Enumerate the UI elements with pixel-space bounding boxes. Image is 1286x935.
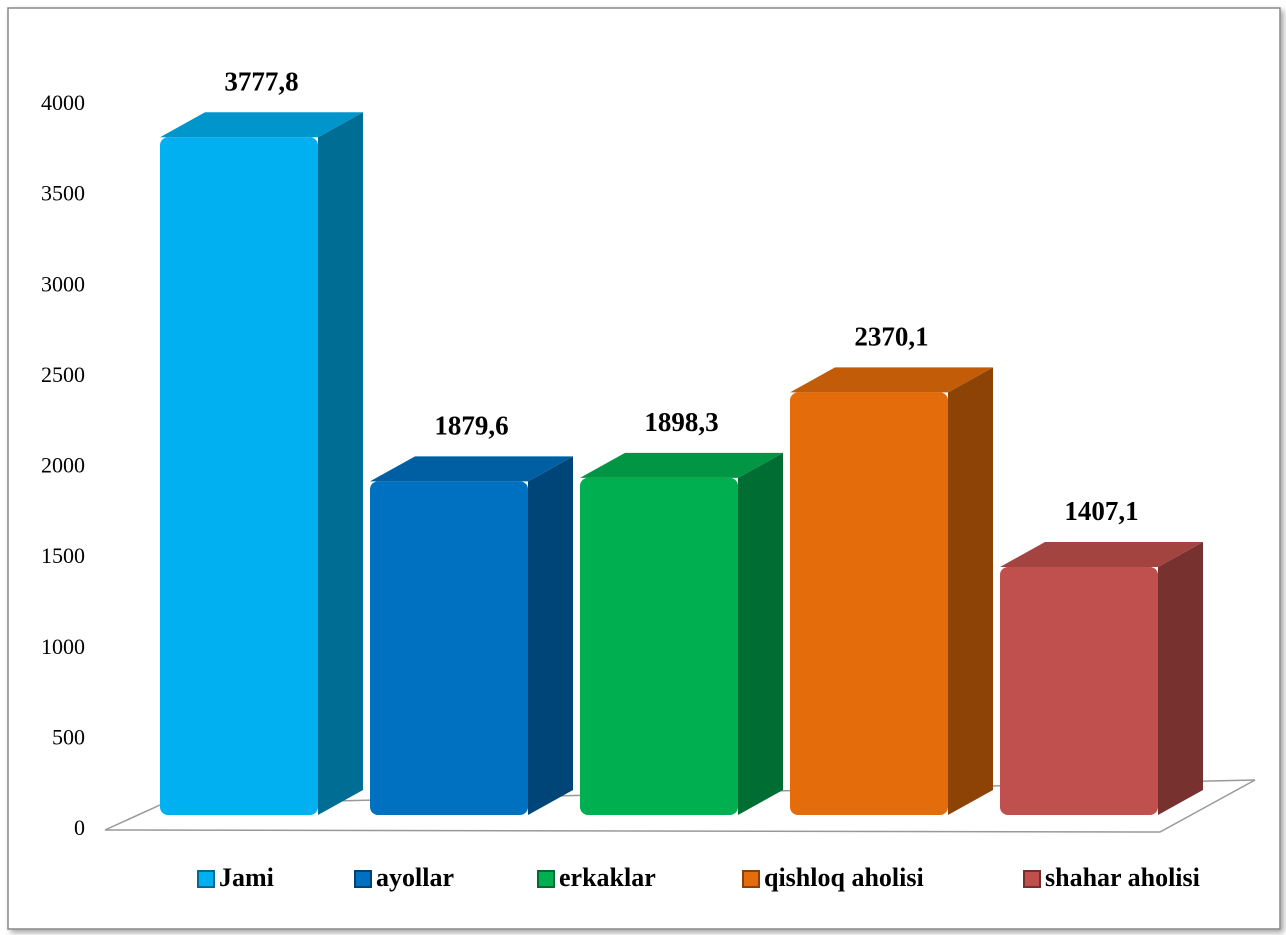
legend-label: qishloq aholisi xyxy=(764,863,924,892)
legend-swatch xyxy=(1023,870,1041,888)
y-tick-label: 3000 xyxy=(41,271,85,296)
legend-swatch xyxy=(354,870,372,888)
y-tick-label: 4000 xyxy=(41,90,85,115)
legend-label: shahar aholisi xyxy=(1045,863,1200,892)
legend-label: Jami xyxy=(219,863,274,892)
legend-label: erkaklar xyxy=(559,863,656,892)
y-tick-label: 2000 xyxy=(41,453,85,478)
bar-top xyxy=(370,456,573,482)
legend-swatch xyxy=(197,870,215,888)
bar-top xyxy=(790,367,993,393)
bar-side xyxy=(318,112,363,816)
bar xyxy=(370,481,528,815)
legend-swatch xyxy=(537,870,555,888)
legend-label: ayollar xyxy=(376,863,454,892)
y-tick-label: 3500 xyxy=(41,181,85,206)
data-label: 1898,3 xyxy=(644,407,718,437)
floor xyxy=(104,779,1256,833)
bar xyxy=(580,477,738,815)
data-label: 2370,1 xyxy=(854,322,928,352)
bar xyxy=(790,392,948,815)
bar-top xyxy=(1000,541,1203,567)
y-tick-label: 2500 xyxy=(41,362,85,387)
bar-side xyxy=(528,456,573,815)
legend-swatch xyxy=(742,870,760,888)
bar-side xyxy=(948,367,993,815)
data-label: 1407,1 xyxy=(1064,496,1138,526)
y-tick-label: 500 xyxy=(52,724,85,749)
bar-top xyxy=(580,452,783,478)
bar-top xyxy=(160,112,363,138)
bar xyxy=(1000,566,1158,815)
bar-side xyxy=(1158,541,1203,815)
y-tick-label: 1000 xyxy=(41,634,85,659)
bar xyxy=(160,137,318,815)
y-tick-label: 1500 xyxy=(41,543,85,568)
data-label: 1879,6 xyxy=(434,411,508,441)
data-label: 3777,8 xyxy=(224,66,298,96)
y-tick-label: 0 xyxy=(74,815,85,840)
bar-side xyxy=(738,452,783,815)
